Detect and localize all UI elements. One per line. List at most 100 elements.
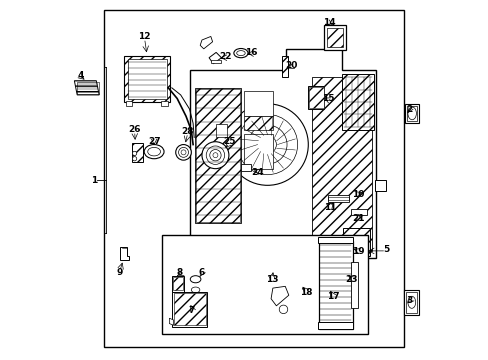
Text: 18: 18 [300, 288, 312, 297]
Bar [173, 293, 205, 325]
Bar [374, 180, 385, 191]
Text: 24: 24 [251, 168, 264, 177]
Text: 19: 19 [351, 247, 364, 256]
Bar [244, 134, 272, 169]
Bar [261, 244, 287, 269]
Bar [104, 10, 403, 347]
Text: 27: 27 [147, 137, 160, 146]
Polygon shape [169, 318, 173, 325]
Bar [162, 235, 367, 334]
Circle shape [237, 114, 297, 175]
Circle shape [132, 151, 137, 156]
Text: 26: 26 [128, 125, 141, 134]
Polygon shape [120, 247, 129, 260]
Circle shape [279, 305, 287, 314]
Bar [326, 28, 343, 47]
Bar [405, 292, 417, 312]
Text: 14: 14 [323, 18, 335, 27]
Text: 13: 13 [265, 275, 278, 284]
Bar [171, 276, 184, 292]
Text: 2: 2 [406, 105, 411, 114]
Circle shape [175, 145, 191, 160]
Circle shape [181, 150, 185, 155]
Bar [318, 241, 352, 329]
Bar [319, 278, 329, 289]
Polygon shape [189, 49, 375, 258]
Circle shape [226, 104, 307, 185]
Bar [210, 60, 221, 63]
Circle shape [212, 153, 218, 158]
Text: 12: 12 [138, 32, 150, 41]
Ellipse shape [191, 287, 200, 293]
Bar [324, 26, 345, 50]
Bar [195, 89, 240, 222]
Text: 23: 23 [345, 275, 357, 284]
Ellipse shape [233, 49, 247, 58]
Bar [171, 292, 207, 327]
Bar [308, 87, 323, 108]
Bar [335, 265, 345, 276]
Text: 5: 5 [383, 244, 388, 253]
Text: 8: 8 [177, 268, 183, 277]
Bar [350, 261, 357, 307]
Circle shape [178, 147, 188, 157]
Ellipse shape [144, 145, 163, 159]
Circle shape [209, 149, 221, 161]
Polygon shape [270, 286, 288, 306]
Bar [318, 237, 353, 243]
Text: 11: 11 [324, 203, 336, 212]
Text: 20: 20 [285, 61, 297, 70]
Polygon shape [292, 276, 301, 286]
Bar [125, 101, 132, 105]
Ellipse shape [190, 276, 201, 283]
Ellipse shape [407, 296, 415, 308]
Circle shape [258, 136, 276, 153]
Bar [132, 143, 143, 162]
Text: 16: 16 [245, 48, 257, 57]
Bar [341, 74, 373, 130]
Text: 9: 9 [116, 268, 122, 277]
Bar [404, 104, 418, 123]
Text: 3: 3 [406, 296, 411, 305]
Bar [127, 59, 166, 99]
Text: 22: 22 [218, 52, 231, 61]
Bar [406, 105, 417, 121]
Bar [161, 101, 167, 105]
Bar [403, 290, 418, 315]
Bar [216, 124, 226, 137]
Ellipse shape [407, 107, 416, 120]
Bar [244, 116, 272, 130]
Text: 21: 21 [352, 214, 364, 223]
Circle shape [132, 157, 137, 161]
Bar [281, 56, 287, 77]
Text: 15: 15 [321, 94, 333, 103]
Bar [318, 276, 331, 291]
Ellipse shape [147, 147, 160, 156]
Text: 4: 4 [78, 71, 84, 80]
Polygon shape [209, 53, 221, 64]
Text: 28: 28 [181, 127, 194, 136]
Text: 6: 6 [198, 268, 204, 277]
Bar [244, 91, 272, 116]
Circle shape [202, 142, 228, 168]
Bar [77, 82, 99, 94]
Bar [307, 86, 324, 109]
Bar [241, 164, 250, 171]
Bar [195, 88, 241, 222]
Text: 25: 25 [223, 137, 235, 146]
Ellipse shape [236, 51, 244, 55]
Bar [350, 209, 366, 215]
Circle shape [247, 125, 286, 164]
Text: 10: 10 [351, 190, 364, 199]
Bar [327, 195, 349, 202]
Bar [343, 228, 369, 256]
Circle shape [206, 146, 224, 165]
Bar [311, 77, 371, 251]
Text: 1: 1 [91, 176, 97, 185]
Polygon shape [74, 81, 99, 95]
Bar [327, 197, 349, 200]
Bar [318, 323, 353, 329]
Polygon shape [200, 36, 212, 49]
Bar [173, 277, 183, 290]
Text: 17: 17 [326, 292, 339, 301]
